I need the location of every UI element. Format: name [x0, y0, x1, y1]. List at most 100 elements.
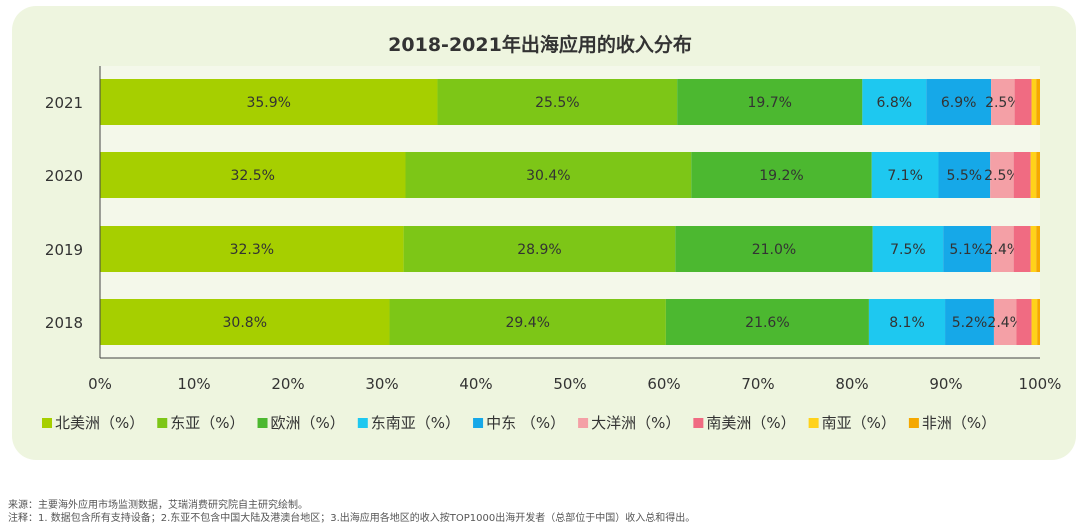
legend-label: 北美洲（%）	[55, 414, 144, 432]
bar-segment	[100, 152, 406, 198]
data-label: 30.8%	[223, 315, 267, 331]
x-tick-label: 80%	[835, 375, 868, 393]
chart-title: 2018-2021年出海应用的收入分布	[388, 34, 692, 56]
bar-segment	[403, 226, 676, 272]
bar-segment	[1030, 152, 1037, 198]
bar-segment	[1036, 226, 1040, 272]
bar-segment	[437, 79, 678, 125]
data-label: 35.9%	[246, 95, 290, 111]
bar-segment	[1030, 226, 1037, 272]
data-label: 7.1%	[887, 168, 923, 184]
bar-segment	[1031, 299, 1038, 345]
x-tick-label: 60%	[647, 375, 680, 393]
bar-segment	[1013, 226, 1031, 272]
bar-segment	[691, 152, 872, 198]
data-label: 5.1%	[949, 242, 985, 258]
bar-segment	[993, 299, 1017, 345]
legend-label: 大洋洲（%）	[591, 414, 680, 432]
footnote: 注释：1. 数据包含所有支持设备；2.东亚不包含中国大陆及港澳台地区；3.出海应…	[8, 513, 696, 524]
bar-segment	[945, 299, 994, 345]
legend-swatch	[473, 418, 484, 428]
data-label: 5.5%	[947, 168, 983, 184]
bar-segment	[868, 299, 946, 345]
bar-segment	[100, 299, 390, 345]
bar-segment	[991, 226, 1014, 272]
legend-swatch	[578, 418, 589, 428]
bar-segment	[991, 79, 1015, 125]
bar-segment	[1037, 299, 1040, 345]
bar-segment	[943, 226, 992, 272]
data-label: 6.9%	[941, 95, 977, 111]
x-tick-label: 50%	[553, 375, 586, 393]
x-tick-label: 70%	[741, 375, 774, 393]
data-label: 7.5%	[890, 242, 926, 258]
legend-label: 非洲（%）	[922, 414, 996, 432]
x-tick-label: 100%	[1019, 375, 1062, 393]
bar-segment	[862, 79, 927, 125]
bars-layer: 35.9% 25.5% 19.7% 6.8% 6.9% 2.5% 32.5% 30.4% 19.…	[100, 66, 1040, 358]
legend-label: 欧洲（%）	[271, 414, 345, 432]
legend-swatch	[908, 418, 919, 428]
legend-swatch	[808, 418, 819, 428]
y-tick-label: 2019	[45, 241, 83, 259]
legend: 北美洲（%） 东亚（%） 欧洲（%） 东南亚（%） 中东 （%） 大洋洲（%） 南美洲（%）…	[42, 414, 996, 432]
legend-label: 东南亚（%）	[371, 414, 460, 432]
bar-segment	[405, 152, 692, 198]
x-tick-label: 0%	[88, 375, 112, 393]
bar-segment	[665, 299, 869, 345]
data-label: 2.4%	[987, 315, 1023, 331]
data-label: 19.7%	[748, 95, 792, 111]
bar-segment	[1031, 79, 1037, 125]
data-label: 6.8%	[877, 95, 913, 111]
data-label: 5.2%	[952, 315, 988, 331]
bar-segment	[1013, 152, 1031, 198]
data-label: 29.4%	[505, 315, 549, 331]
x-tick-label: 40%	[459, 375, 492, 393]
data-label: 2.5%	[984, 168, 1020, 184]
data-label: 32.3%	[230, 242, 274, 258]
source-note: 来源：主要海外应用市场监测数据，艾瑞消费研究院自主研究绘制。	[8, 500, 308, 511]
legend-swatch	[42, 418, 52, 428]
legend-label: 中东 （%）	[486, 414, 565, 432]
data-label: 2.5%	[985, 95, 1021, 111]
data-label: 19.2%	[759, 168, 803, 184]
bar-segment	[990, 152, 1014, 198]
x-tick-label: 20%	[271, 375, 304, 393]
legend-swatch	[693, 418, 704, 428]
bar-segment	[1014, 79, 1032, 125]
legend-label: 南亚（%）	[822, 414, 896, 432]
x-tick-label: 10%	[177, 375, 210, 393]
bar-segment	[677, 79, 863, 125]
data-label: 28.9%	[517, 242, 561, 258]
bar-segment	[872, 226, 944, 272]
bar-segment	[938, 152, 991, 198]
bar-segment	[871, 152, 939, 198]
axes-layer: 2021 2020 2019 2018 0% 10% 20% 30% 40% 50% 60% 70% 8…	[45, 66, 1062, 393]
data-label: 25.5%	[535, 95, 579, 111]
x-tick-label: 90%	[929, 375, 962, 393]
data-label: 32.5%	[231, 168, 275, 184]
legend-label: 东亚（%）	[170, 414, 244, 432]
data-label: 21.0%	[752, 242, 796, 258]
y-tick-label: 2018	[45, 314, 83, 332]
bar-segment	[100, 226, 404, 272]
data-label: 2.4%	[985, 242, 1021, 258]
data-label: 21.6%	[745, 315, 789, 331]
data-label: 30.4%	[526, 168, 570, 184]
legend-swatch	[157, 418, 168, 428]
bar-segment	[1036, 79, 1040, 125]
legend-swatch	[357, 418, 368, 428]
x-tick-label: 30%	[365, 375, 398, 393]
bar-segment	[1016, 299, 1032, 345]
bar-segment	[100, 79, 438, 125]
y-tick-label: 2021	[45, 94, 83, 112]
bar-segment	[1036, 152, 1040, 198]
data-label: 8.1%	[889, 315, 925, 331]
bar-segment	[389, 299, 666, 345]
legend-label: 南美洲（%）	[706, 414, 795, 432]
y-tick-label: 2020	[45, 167, 83, 185]
stacked-bar-chart: 35.9% 25.5% 19.7% 6.8% 6.9% 2.5% 32.5% 30.4% 19.…	[42, 66, 1062, 432]
bar-segment	[675, 226, 873, 272]
legend-swatch	[257, 418, 268, 428]
bar-segment	[926, 79, 992, 125]
